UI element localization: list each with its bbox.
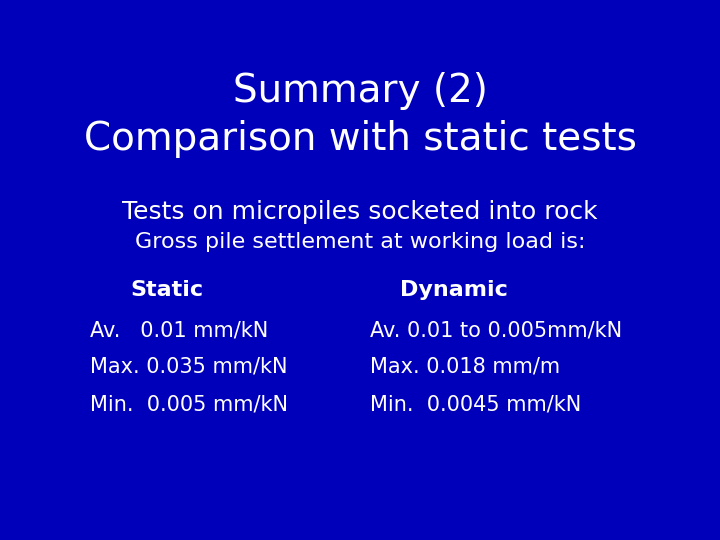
Text: Comparison with static tests: Comparison with static tests — [84, 120, 636, 158]
Text: Gross pile settlement at working load is:: Gross pile settlement at working load is… — [135, 232, 585, 252]
Text: Max. 0.018 mm/m: Max. 0.018 mm/m — [370, 357, 560, 377]
Text: Av.   0.01 mm/kN: Av. 0.01 mm/kN — [90, 320, 269, 340]
Text: Static: Static — [130, 280, 203, 300]
Text: Av. 0.01 to 0.005mm/kN: Av. 0.01 to 0.005mm/kN — [370, 320, 622, 340]
Text: Summary (2): Summary (2) — [233, 72, 487, 110]
Text: Min.  0.005 mm/kN: Min. 0.005 mm/kN — [90, 394, 288, 414]
Text: Max. 0.035 mm/kN: Max. 0.035 mm/kN — [90, 357, 287, 377]
Text: Tests on micropiles socketed into rock: Tests on micropiles socketed into rock — [122, 200, 598, 224]
Text: Dynamic: Dynamic — [400, 280, 508, 300]
Text: Min.  0.0045 mm/kN: Min. 0.0045 mm/kN — [370, 394, 581, 414]
